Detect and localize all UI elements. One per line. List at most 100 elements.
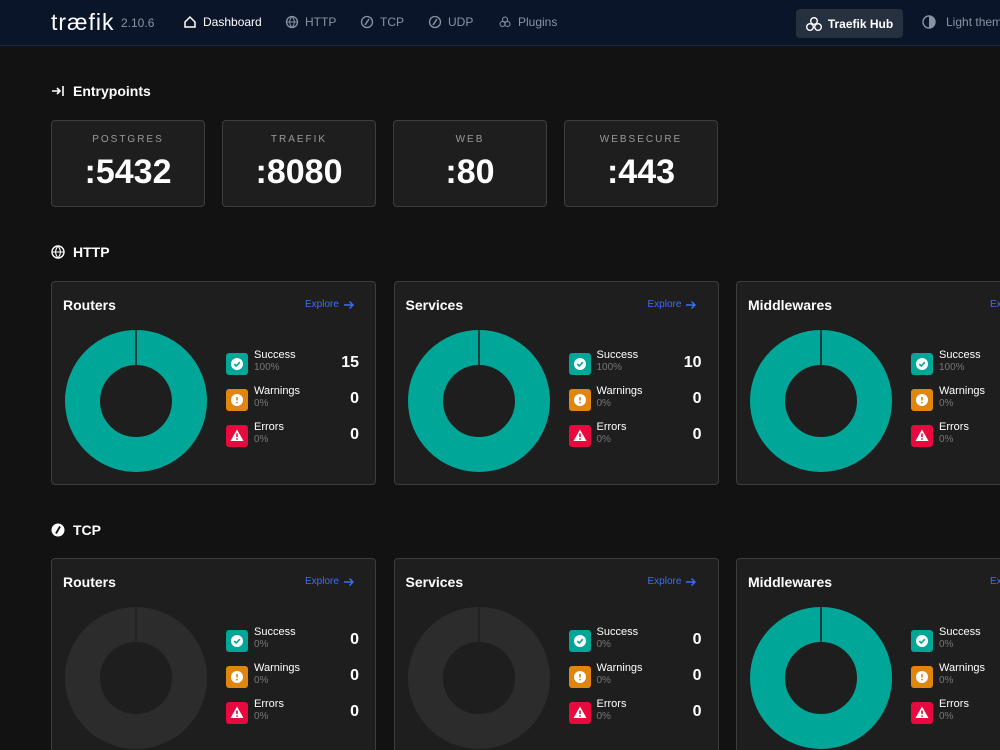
status-percent: 0% (939, 711, 954, 722)
status-percent: 0% (596, 711, 611, 722)
status-count: 0 (350, 703, 359, 720)
stat-card: Routers Explore Success 0% 0 Warnings 0% 0 Error… (51, 558, 376, 750)
explore-label: Explore (305, 576, 339, 587)
status-label: Warnings (254, 385, 301, 397)
status-percent: 0% (939, 675, 954, 686)
theme-toggle[interactable]: Light theme (922, 15, 1000, 29)
status-icon (568, 353, 591, 375)
status-icon (568, 702, 591, 724)
section-header: TCP (51, 522, 101, 538)
status-percent: 100% (596, 362, 623, 373)
nav-item[interactable]: Plugins (498, 15, 557, 29)
hub-button[interactable]: Traefik Hub (796, 9, 903, 38)
status-label: Warnings (254, 662, 301, 674)
status-icon (226, 702, 248, 724)
nav-item[interactable]: TCP (360, 15, 404, 29)
status-icon (911, 666, 933, 688)
status-label: Errors (596, 421, 627, 433)
nav-icon (499, 16, 511, 27)
explore-link[interactable]: Explore (305, 299, 355, 310)
status-percent: 0% (596, 639, 611, 650)
status-icon (226, 666, 248, 688)
status-percent: 0% (254, 639, 269, 650)
section-title: Entrypoints (73, 83, 151, 99)
status-count: 0 (350, 631, 359, 648)
hub-label: Traefik Hub (827, 16, 894, 31)
explore-link[interactable]: Explore (990, 299, 1000, 310)
status-count: 0 (350, 426, 359, 443)
card-title: Middlewares (748, 297, 833, 313)
donut (65, 607, 207, 749)
status-icon (568, 425, 591, 447)
status-icon (911, 702, 933, 724)
card-title: Services (405, 574, 464, 590)
nav-label: Dashboard (203, 15, 262, 29)
status-label: Errors (254, 421, 284, 433)
status-count: 10 (683, 354, 702, 371)
status-icon (226, 630, 248, 652)
stat-card: Routers Explore Success 100% 15 Warnings 0% 0 Er… (51, 281, 376, 485)
status-label: Warnings (939, 385, 986, 397)
status-count: 0 (692, 631, 702, 648)
nav-icon (184, 15, 196, 28)
hub-icon (805, 16, 822, 31)
explore-link[interactable]: Explore (990, 576, 1000, 587)
nav-icon (285, 15, 299, 29)
status-count: 0 (350, 390, 359, 407)
status-icon (226, 425, 248, 447)
status-percent: 0% (254, 398, 269, 409)
explore-label: Explore (647, 576, 682, 587)
status-percent: 0% (939, 398, 954, 409)
entrypoint-card: WEBSECURE :443 (564, 120, 718, 207)
status-icon (911, 425, 933, 447)
entrypoint-name: WEBSECURE (599, 134, 683, 145)
nav-icon (428, 15, 442, 29)
nav-item[interactable]: Dashboard (183, 15, 262, 29)
status-label: Errors (939, 698, 969, 710)
status-label: Success (254, 349, 296, 361)
explore-label: Explore (647, 299, 682, 310)
section-title: HTTP (73, 244, 110, 260)
donut (750, 330, 892, 472)
stat-card: Services Explore Success 0% 0 Warnings 0% 0 Erro… (393, 558, 719, 750)
explore-link[interactable]: Explore (648, 299, 698, 310)
status-percent: 0% (254, 711, 269, 722)
nav-icon (360, 15, 374, 29)
nav-item[interactable]: UDP (428, 15, 473, 29)
explore-arrow (343, 300, 354, 309)
entrypoint-card: TRAEFIK:8080 (222, 120, 376, 207)
nav-label: UDP (448, 15, 474, 29)
explore-link[interactable]: Explore (648, 576, 698, 587)
status-label: Errors (254, 698, 284, 710)
explore-label: Explore (990, 576, 1000, 587)
status-icon (568, 389, 591, 411)
nav-item[interactable]: HTTP (285, 15, 336, 29)
donut (407, 607, 550, 749)
status-icon (568, 666, 591, 688)
card-title: Middlewares (748, 574, 833, 590)
version: 2.10.6 (121, 16, 155, 30)
section-header: HTTP (51, 244, 110, 260)
status-percent: 0% (596, 434, 611, 445)
entrypoint-port: :443 (606, 153, 676, 191)
card-title: Routers (63, 297, 116, 313)
nav-label: TCP (380, 15, 404, 29)
status-count: 0 (692, 667, 702, 684)
status-percent: 100% (939, 362, 965, 373)
section-icon (51, 245, 65, 259)
explore-label: Explore (990, 299, 1000, 310)
status-label: Warnings (939, 662, 986, 674)
entrypoint-port: :5432 (84, 153, 172, 191)
entrypoint-card: WEB:80 (393, 120, 547, 207)
status-icon (911, 353, 933, 375)
explore-label: Explore (305, 299, 339, 310)
status-count: 15 (341, 354, 359, 371)
status-label: Warnings (596, 662, 643, 674)
nav-label: Plugins (518, 15, 558, 29)
entrypoints-header: Entrypoints (51, 83, 151, 99)
theme-icon (922, 15, 936, 29)
status-label: Errors (939, 421, 969, 433)
explore-link[interactable]: Explore (305, 576, 355, 587)
logo[interactable]: træfik (51, 9, 115, 35)
